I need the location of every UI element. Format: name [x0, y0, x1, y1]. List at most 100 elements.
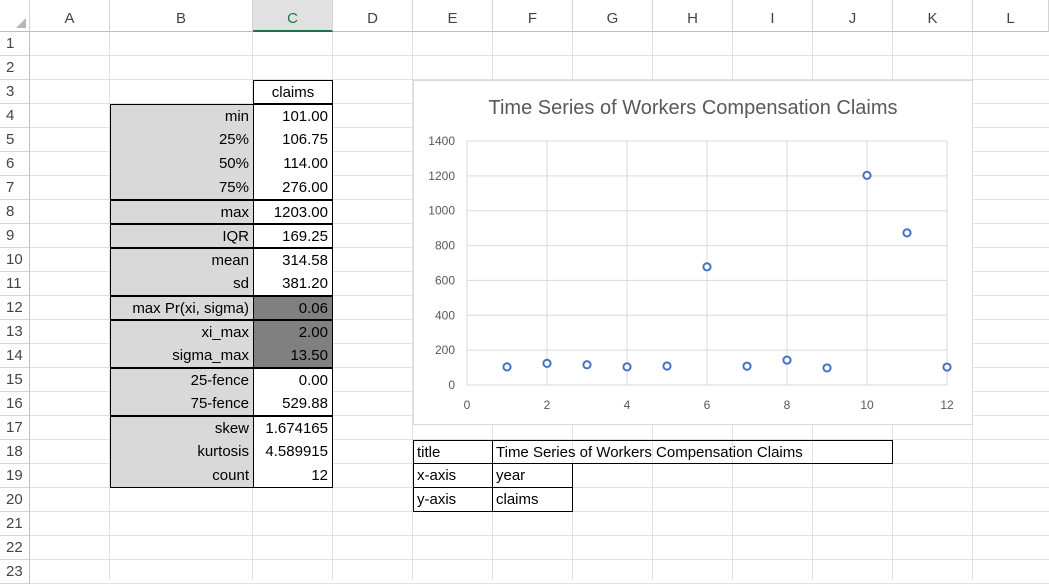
stat-value-cell[interactable]: 529.88	[253, 392, 333, 416]
row-gridline	[30, 439, 1049, 440]
stat-value-cell[interactable]: 0.00	[253, 368, 333, 392]
row-header-3[interactable]: 3	[0, 80, 30, 104]
column-gridline	[412, 32, 413, 580]
x-tick-label: 6	[704, 398, 711, 412]
stat-value-cell[interactable]: 12	[253, 464, 333, 488]
column-header-a[interactable]: A	[30, 0, 110, 32]
row-gridline	[30, 55, 1049, 56]
setting-value-cell[interactable]: year	[492, 464, 573, 488]
column-header-d[interactable]: D	[333, 0, 413, 32]
data-point	[822, 363, 832, 373]
stat-label-cell[interactable]: sd	[110, 272, 253, 296]
row-header-16[interactable]: 16	[0, 392, 30, 416]
row-header-23[interactable]: 23	[0, 560, 30, 584]
data-point	[942, 362, 952, 372]
stat-value-cell[interactable]: 2.00	[253, 320, 333, 344]
row-header-22[interactable]: 22	[0, 536, 30, 560]
column-header-k[interactable]: K	[893, 0, 973, 32]
row-header-7[interactable]: 7	[0, 176, 30, 200]
column-header-j[interactable]: J	[813, 0, 893, 32]
stat-value-cell[interactable]: 106.75	[253, 128, 333, 152]
x-tick-label: 8	[784, 398, 791, 412]
data-point	[542, 358, 552, 368]
stat-value-cell[interactable]: 314.58	[253, 248, 333, 272]
stat-label-cell[interactable]: 75-fence	[110, 392, 253, 416]
stat-label-cell[interactable]: kurtosis	[110, 440, 253, 464]
column-header-g[interactable]: G	[573, 0, 653, 32]
column-header-e[interactable]: E	[413, 0, 493, 32]
stat-value-cell[interactable]: 1.674165	[253, 416, 333, 440]
stat-label-cell[interactable]: min	[110, 104, 253, 128]
column-header-i[interactable]: I	[733, 0, 813, 32]
setting-key-cell[interactable]: x-axis	[413, 464, 493, 488]
data-point	[622, 362, 632, 372]
row-header-11[interactable]: 11	[0, 272, 30, 296]
data-point	[582, 360, 592, 370]
data-point	[902, 228, 912, 238]
select-all-corner[interactable]	[0, 0, 30, 32]
column-header-h[interactable]: H	[653, 0, 733, 32]
select-all-triangle-icon	[16, 18, 26, 28]
stat-value-cell[interactable]: 1203.00	[253, 200, 333, 224]
stat-value-cell[interactable]: 0.06	[253, 296, 333, 320]
stat-label-cell[interactable]: 25-fence	[110, 368, 253, 392]
data-point	[782, 355, 792, 365]
row-header-12[interactable]: 12	[0, 296, 30, 320]
data-point	[502, 362, 512, 372]
setting-key-cell[interactable]: y-axis	[413, 488, 493, 512]
stat-value-cell[interactable]: 381.20	[253, 272, 333, 296]
stat-label-cell[interactable]: IQR	[110, 224, 253, 248]
claims-header-cell[interactable]: claims	[253, 80, 333, 104]
chart-title: Time Series of Workers Compensation Clai…	[488, 97, 897, 119]
row-header-2[interactable]: 2	[0, 56, 30, 80]
row-header-10[interactable]: 10	[0, 248, 30, 272]
row-header-19[interactable]: 19	[0, 464, 30, 488]
row-header-13[interactable]: 13	[0, 320, 30, 344]
stat-value-cell[interactable]: 276.00	[253, 176, 333, 200]
stat-label-cell[interactable]: xi_max	[110, 320, 253, 344]
row-header-9[interactable]: 9	[0, 224, 30, 248]
row-header-5[interactable]: 5	[0, 128, 30, 152]
setting-key-cell[interactable]: title	[413, 440, 493, 464]
y-tick-label: 1400	[428, 134, 455, 148]
stat-value-cell[interactable]: 114.00	[253, 152, 333, 176]
stat-label-cell[interactable]: 75%	[110, 176, 253, 200]
setting-value-cell[interactable]: claims	[492, 488, 573, 512]
row-header-17[interactable]: 17	[0, 416, 30, 440]
stat-label-cell[interactable]: count	[110, 464, 253, 488]
x-tick-label: 0	[464, 398, 471, 412]
stat-value-cell[interactable]: 169.25	[253, 224, 333, 248]
row-header-4[interactable]: 4	[0, 104, 30, 128]
stat-label-cell[interactable]: skew	[110, 416, 253, 440]
stat-label-cell[interactable]: max	[110, 200, 253, 224]
scatter-chart[interactable]: Time Series of Workers Compensation Clai…	[413, 80, 973, 425]
y-tick-label: 400	[435, 308, 455, 322]
row-header-8[interactable]: 8	[0, 200, 30, 224]
stat-value-cell[interactable]: 4.589915	[253, 440, 333, 464]
chart-canvas: Time Series of Workers Compensation Clai…	[428, 97, 954, 412]
row-gridline	[30, 79, 1049, 80]
row-header-15[interactable]: 15	[0, 368, 30, 392]
stat-label-cell[interactable]: max Pr(xi, sigma)	[110, 296, 253, 320]
row-header-20[interactable]: 20	[0, 488, 30, 512]
stat-label-cell[interactable]: 50%	[110, 152, 253, 176]
column-header-f[interactable]: F	[493, 0, 573, 32]
stat-value-cell[interactable]: 101.00	[253, 104, 333, 128]
row-header-21[interactable]: 21	[0, 512, 30, 536]
row-header-6[interactable]: 6	[0, 152, 30, 176]
stat-label-cell[interactable]: 25%	[110, 128, 253, 152]
column-header-l[interactable]: L	[973, 0, 1049, 32]
stat-label-cell[interactable]: mean	[110, 248, 253, 272]
stat-value-cell[interactable]: 13.50	[253, 344, 333, 368]
column-header-c[interactable]: C	[253, 0, 333, 32]
stat-label-cell[interactable]: sigma_max	[110, 344, 253, 368]
y-tick-label: 800	[435, 239, 455, 253]
data-point	[862, 170, 872, 180]
setting-value-cell[interactable]: Time Series of Workers Compensation Clai…	[492, 440, 893, 464]
row-header-14[interactable]: 14	[0, 344, 30, 368]
row-header-1[interactable]: 1	[0, 32, 30, 56]
x-tick-label: 12	[940, 398, 954, 412]
row-header-18[interactable]: 18	[0, 440, 30, 464]
column-header-b[interactable]: B	[110, 0, 253, 32]
